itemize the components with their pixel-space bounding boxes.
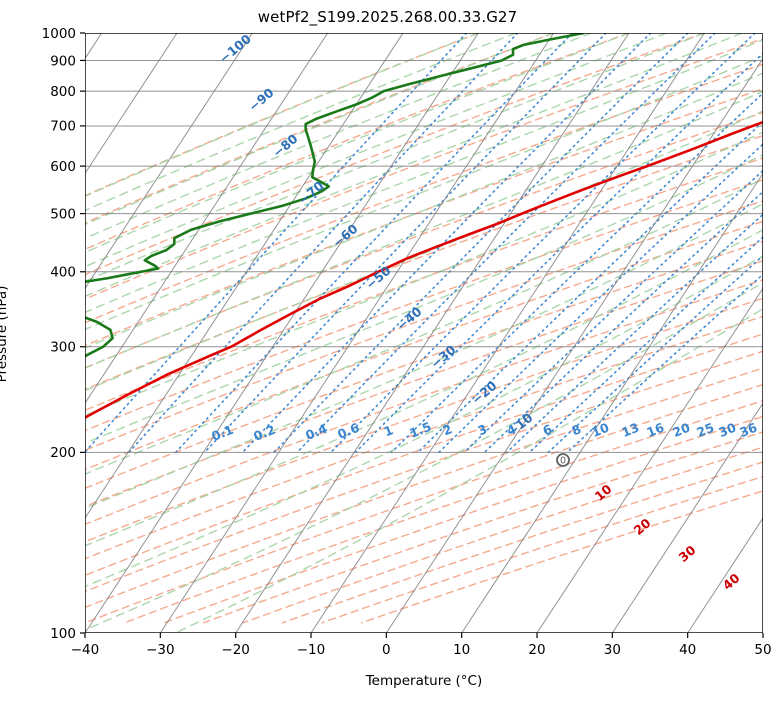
- skewt-svg: 0: [85, 33, 763, 633]
- x-tick-label: 20: [528, 642, 545, 658]
- y-tick-label: 100: [50, 626, 76, 642]
- y-tick-label: 700: [50, 119, 76, 135]
- parcel-marker: [556, 453, 570, 467]
- x-tick-label: −10: [297, 642, 326, 658]
- x-tick-label: 30: [604, 642, 621, 658]
- x-tick-label: −40: [71, 642, 100, 658]
- x-tick-label: −30: [146, 642, 175, 658]
- plot-area: 0: [85, 33, 763, 633]
- y-tick-label: 200: [50, 445, 76, 461]
- y-tick-label: 500: [50, 206, 76, 222]
- x-tick-label: −20: [221, 642, 250, 658]
- dewpoint-curve: [85, 33, 586, 358]
- y-tick-label: 400: [50, 265, 76, 281]
- x-tick-label: 50: [754, 642, 771, 658]
- x-tick-label: 10: [453, 642, 470, 658]
- sounding-curves-group: [85, 33, 763, 420]
- y-tick-label: 1000: [42, 26, 76, 42]
- x-tick-label: 40: [679, 642, 696, 658]
- y-tick-label: 800: [50, 84, 76, 100]
- x-tick-label: 0: [382, 642, 391, 658]
- y-tick-label: 300: [50, 340, 76, 356]
- temperature-curve: [85, 120, 763, 420]
- x-axis-label: Temperature (°C): [365, 673, 483, 689]
- parcel-marker-group: 0: [556, 453, 570, 467]
- y-tick-label: 600: [50, 159, 76, 175]
- page-title: wetPf2_S199.2025.268.00.33.G27: [257, 8, 518, 26]
- isotherms-group: [85, 33, 763, 633]
- y-tick-label: 900: [50, 53, 76, 69]
- parcel-marker-label: 0: [560, 456, 566, 467]
- y-axis-label: Pressure (hPa): [0, 285, 10, 383]
